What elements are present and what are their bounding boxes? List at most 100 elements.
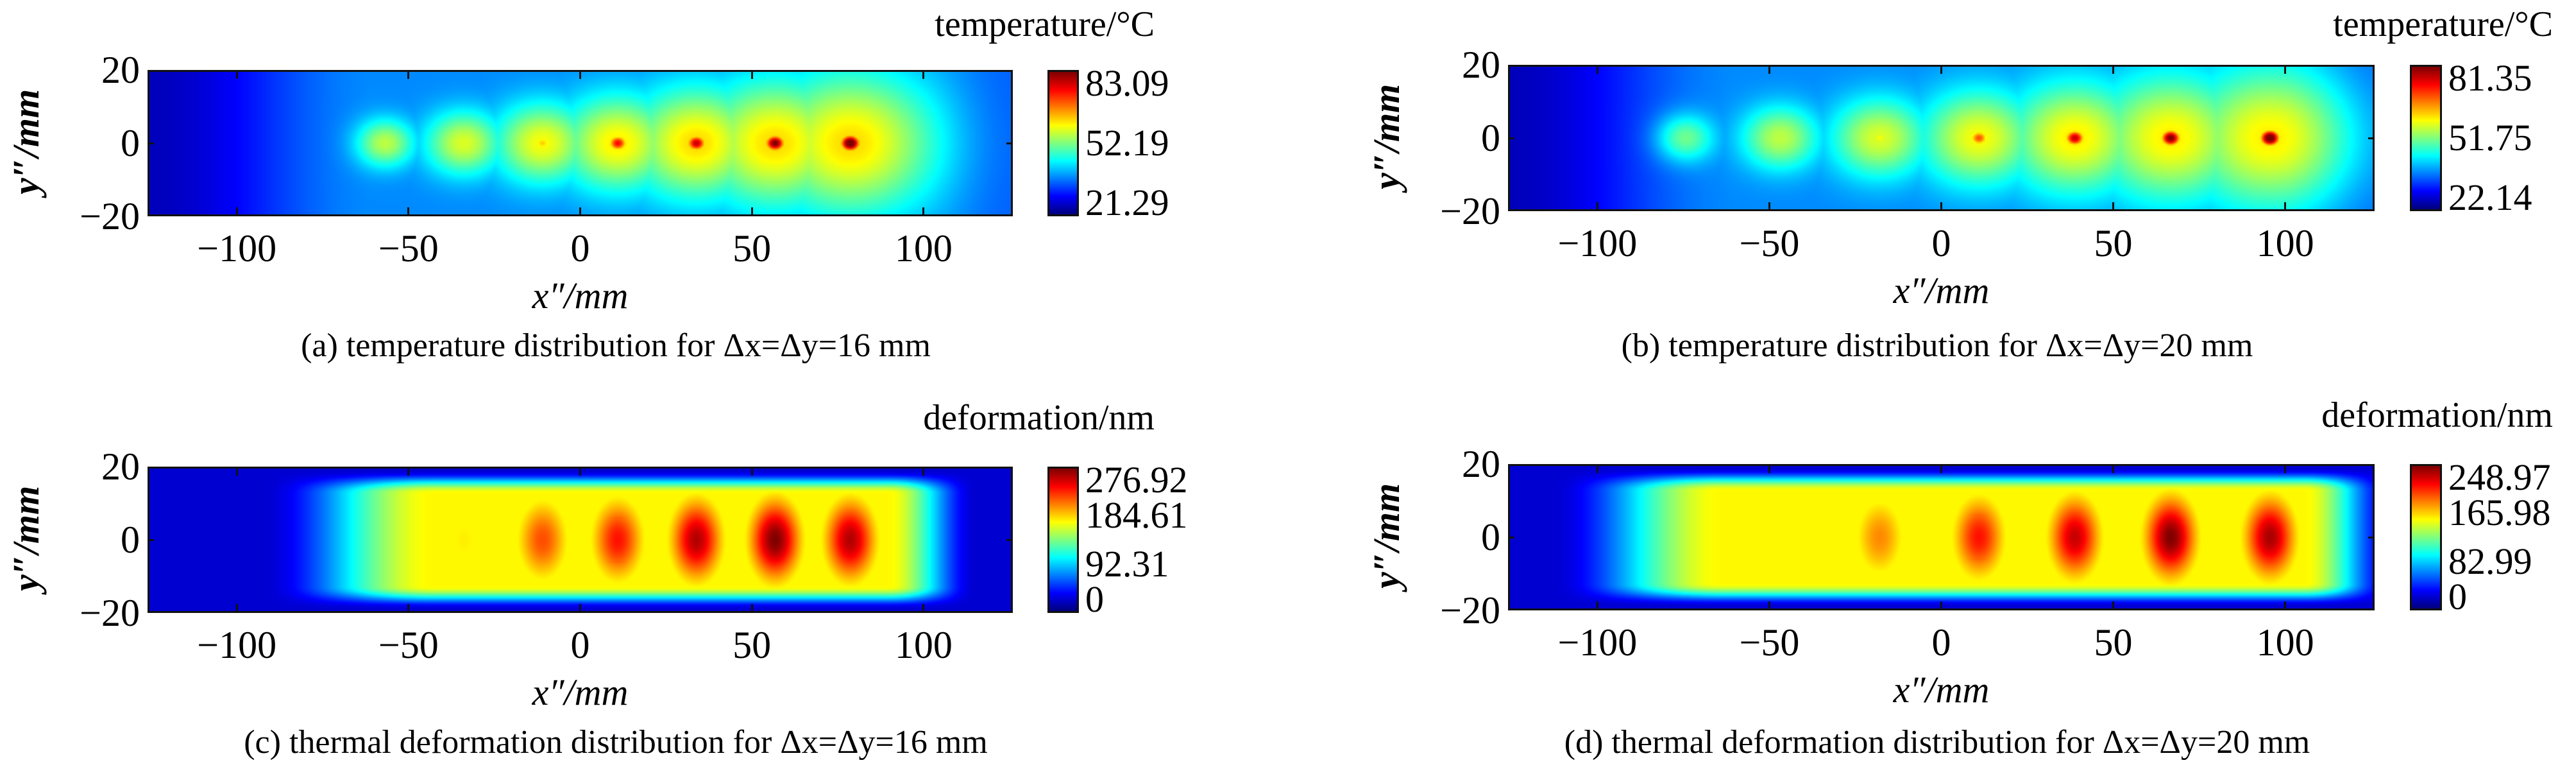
x-axis-label: x″/mm bbox=[1893, 270, 1990, 311]
x-tick-mark bbox=[2112, 65, 2115, 74]
x-tick-mark bbox=[235, 604, 238, 613]
x-tick-mark bbox=[1596, 202, 1598, 211]
x-tick-mark bbox=[922, 70, 925, 79]
colorbar-title: deformation/nm bbox=[923, 398, 1155, 438]
heatmap-plot-area bbox=[148, 467, 1013, 613]
colorbar-tick-label: 248.97 bbox=[2448, 456, 2551, 498]
panel-caption: (a) temperature distribution for Δx=Δy=1… bbox=[301, 327, 931, 364]
x-tick-mark bbox=[1596, 601, 1598, 610]
colorbar-tick-label: 82.99 bbox=[2448, 540, 2532, 582]
x-tick-mark bbox=[579, 207, 581, 216]
y-tick-mark bbox=[1508, 137, 1514, 139]
x-tick-mark bbox=[1596, 65, 1598, 74]
x-tick-mark bbox=[922, 467, 925, 476]
y-axis-label: y″/mm bbox=[1366, 83, 1407, 189]
colorbar-title: temperature/°C bbox=[935, 4, 1155, 44]
x-tick-mark bbox=[922, 207, 925, 216]
colorbar-gradient bbox=[1049, 469, 1077, 611]
x-tick-mark bbox=[407, 70, 410, 79]
x-axis-label: x″/mm bbox=[532, 275, 629, 316]
colorbar bbox=[1047, 70, 1079, 216]
colorbar-tick-label: 83.09 bbox=[1085, 62, 1169, 104]
y-tick-label: 0 bbox=[121, 519, 140, 561]
y-tick-mark bbox=[148, 142, 154, 144]
x-tick-mark bbox=[1768, 601, 1770, 610]
colorbar bbox=[2410, 65, 2442, 211]
colorbar-tick-label: 184.61 bbox=[1085, 494, 1188, 536]
heatmap-plot-area bbox=[148, 70, 1013, 216]
x-tick-mark bbox=[2112, 601, 2115, 610]
colorbar-tick-label: 165.98 bbox=[2448, 492, 2551, 533]
x-tick-mark bbox=[2284, 464, 2287, 473]
heatmap-plot-area bbox=[1508, 464, 2375, 610]
y-tick-label: 0 bbox=[1481, 516, 1500, 558]
x-tick-label: 0 bbox=[570, 624, 590, 666]
x-tick-mark bbox=[1768, 464, 1770, 473]
x-tick-mark bbox=[750, 604, 753, 613]
x-tick-label: −100 bbox=[197, 227, 277, 270]
x-tick-mark bbox=[750, 207, 753, 216]
x-tick-label: 100 bbox=[2256, 222, 2314, 264]
y-tick-label: −20 bbox=[80, 195, 140, 237]
colorbar-gradient bbox=[2412, 67, 2440, 209]
x-tick-mark bbox=[407, 207, 410, 216]
y-tick-mark bbox=[2368, 536, 2375, 539]
x-tick-mark bbox=[579, 604, 581, 613]
y-tick-label: 20 bbox=[101, 49, 140, 91]
x-tick-mark bbox=[1768, 202, 1770, 211]
y-tick-mark bbox=[2368, 137, 2375, 139]
x-tick-mark bbox=[922, 604, 925, 613]
y-tick-label: −20 bbox=[1440, 190, 1500, 232]
x-tick-mark bbox=[579, 467, 581, 476]
y-tick-label: −20 bbox=[1440, 589, 1500, 632]
colorbar-tick-label: 0 bbox=[2448, 576, 2467, 617]
colorbar-tick-label: 276.92 bbox=[1085, 459, 1188, 501]
x-tick-mark bbox=[1940, 65, 1942, 74]
heatmap-canvas bbox=[149, 72, 1011, 214]
panel-caption: (d) thermal deformation distribution for… bbox=[1564, 724, 2310, 761]
x-tick-mark bbox=[1940, 464, 1942, 473]
x-tick-mark bbox=[750, 70, 753, 79]
x-tick-mark bbox=[2284, 65, 2287, 74]
x-tick-mark bbox=[407, 467, 410, 476]
y-axis-label: y″/mm bbox=[1366, 483, 1407, 589]
colorbar-gradient bbox=[2412, 466, 2440, 608]
x-tick-label: −100 bbox=[1557, 621, 1638, 664]
y-tick-mark bbox=[1006, 539, 1013, 541]
y-tick-label: −20 bbox=[80, 592, 140, 634]
x-tick-label: −100 bbox=[197, 624, 277, 666]
x-tick-mark bbox=[1940, 601, 1942, 610]
colorbar-tick-label: 22.14 bbox=[2448, 177, 2532, 218]
colorbar-tick-label: 0 bbox=[1085, 578, 1104, 620]
y-axis-label: y″/mm bbox=[5, 485, 47, 591]
x-tick-label: −50 bbox=[1739, 222, 1800, 264]
panel-caption: (b) temperature distribution for Δx=Δy=2… bbox=[1621, 327, 2253, 364]
x-axis-label: x″/mm bbox=[532, 671, 629, 713]
x-tick-label: 0 bbox=[1931, 621, 1951, 664]
x-tick-mark bbox=[2284, 202, 2287, 211]
y-tick-label: 20 bbox=[1462, 44, 1500, 86]
x-tick-label: 100 bbox=[2256, 621, 2314, 664]
x-tick-label: −50 bbox=[378, 624, 439, 666]
x-tick-mark bbox=[750, 467, 753, 476]
x-tick-mark bbox=[235, 207, 238, 216]
colorbar-tick-label: 51.75 bbox=[2448, 117, 2532, 159]
colorbar-title: temperature/°C bbox=[2333, 4, 2553, 44]
x-tick-label: 0 bbox=[1931, 222, 1951, 264]
x-tick-label: −100 bbox=[1557, 222, 1638, 264]
y-axis-label: y″/mm bbox=[5, 89, 47, 194]
y-tick-label: 0 bbox=[1481, 117, 1500, 159]
x-tick-label: 50 bbox=[2094, 222, 2133, 264]
colorbar-tick-label: 81.35 bbox=[2448, 57, 2532, 99]
panel-caption: (c) thermal deformation distribution for… bbox=[244, 724, 988, 761]
x-tick-label: 0 bbox=[570, 227, 590, 270]
x-tick-mark bbox=[2112, 464, 2115, 473]
x-tick-mark bbox=[235, 467, 238, 476]
x-axis-label: x″/mm bbox=[1893, 669, 1990, 711]
y-tick-mark bbox=[1508, 536, 1514, 539]
colorbar-tick-label: 92.31 bbox=[1085, 543, 1169, 585]
x-tick-mark bbox=[579, 70, 581, 79]
heatmap-canvas bbox=[1510, 67, 2373, 209]
y-tick-mark bbox=[148, 539, 154, 541]
colorbar bbox=[1047, 467, 1079, 613]
